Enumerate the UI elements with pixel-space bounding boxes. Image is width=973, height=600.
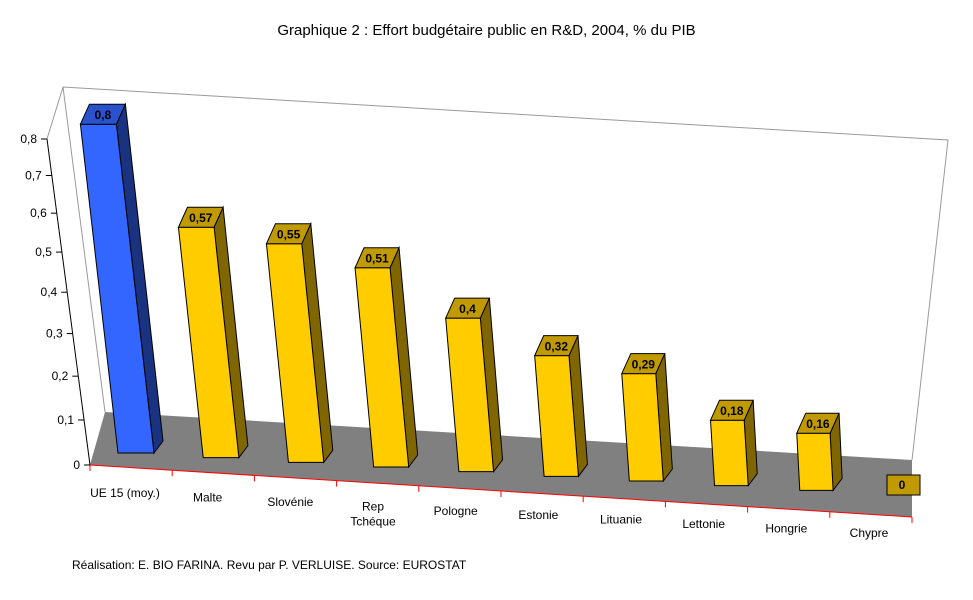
x-tick-label: Pologne [434,504,478,518]
bar-group: 0,8 [79,102,164,455]
y-tick-label: 0,3 [46,327,63,341]
data-label: 0,32 [545,340,569,354]
y-tick-label: 0,1 [57,413,74,427]
data-label: 0,57 [189,211,213,225]
data-label: 0,51 [365,252,389,266]
data-label: 0,18 [720,404,744,418]
y-axis-line [46,138,91,466]
x-tick-label: Tchéque [350,514,396,528]
bar-top-label-box [444,297,491,319]
bar [709,419,749,487]
bar [621,373,664,482]
y-tick-label: 0,8 [20,132,37,146]
wall-corner-line [62,86,106,413]
bar-group: 0,29 [621,353,673,483]
y-tick-label: 0,6 [30,206,47,220]
x-tick-label: Rep [362,499,384,513]
y-tick-label: 0,5 [35,245,52,259]
data-label: 0,4 [459,302,476,316]
x-tick-label: Estonie [518,508,558,522]
x-tick-label: Slovénie [267,495,313,509]
bar-top-label-box [79,103,127,125]
bar [796,432,834,491]
back-wall-outline [46,86,949,461]
bar-group: 0,4 [444,297,504,474]
x-tick-label: Lituanie [600,513,642,527]
data-label: 0,16 [806,417,830,431]
source-credit: Réalisation: E. BIO FARINA. Revu par P. … [72,558,467,572]
data-label: 0,8 [95,108,112,122]
data-label: 0,29 [632,358,656,372]
bar-top-label-box [533,335,579,357]
y-tick-label: 0,4 [41,285,58,299]
bar-group: 0,32 [533,335,588,478]
bar-top-label-box [709,399,754,421]
x-tick-label: Lettonie [682,517,725,531]
bar-group: 0,57 [177,205,249,459]
bar-group: 0,51 [354,245,419,469]
y-tick-label: 0 [73,458,80,472]
y-tick-label: 0,2 [52,369,69,383]
bar-group: 0,16 [795,412,843,492]
chart-title: Graphique 2 : Effort budgétaire public e… [277,22,696,39]
bar-top-label-box [354,247,400,269]
x-tick-label: Chypre [850,526,889,540]
bar-top-label-box [795,412,840,434]
x-tick-label: UE 15 (moy.) [90,486,160,500]
bar-group: 0,18 [709,399,758,488]
x-tick-label: Malte [193,490,223,504]
y-tick-label: 0,7 [25,168,42,182]
bar-group: 0 [886,474,921,496]
bar-top-label-box [886,474,921,496]
bar-top-label-box [265,223,312,245]
data-label: 0,55 [277,228,301,242]
data-label: 0 [899,478,906,492]
x-tick-label: Hongrie [765,522,807,536]
bar-group: 0,55 [265,221,334,464]
bar-top-label-box [177,206,224,228]
bar-top-label-box [621,353,666,375]
